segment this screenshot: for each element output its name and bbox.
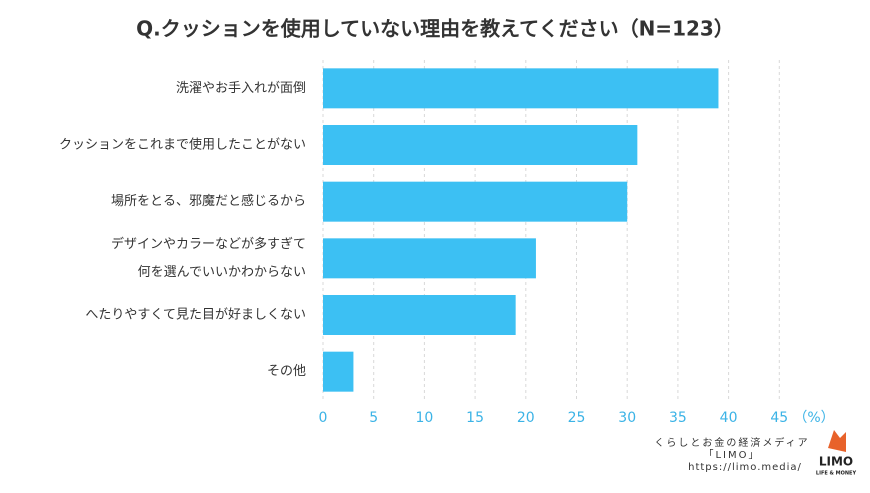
bar bbox=[323, 68, 719, 109]
x-tick-label: 30 bbox=[618, 410, 636, 426]
chart-title: Q.クッションを使用していない理由を教えてください（N=123） bbox=[136, 17, 734, 41]
x-tick-label: 5 bbox=[369, 410, 378, 426]
logo-sub: LIFE & MONEY bbox=[816, 471, 857, 477]
bar bbox=[323, 125, 638, 165]
logo: LIMO bbox=[819, 455, 853, 469]
y-tick-label: へたりやすくて見た目が好ましくない bbox=[85, 308, 306, 323]
x-tick-label: 40 bbox=[720, 410, 738, 426]
x-tick-label: 45 bbox=[770, 410, 788, 426]
bar bbox=[323, 181, 628, 222]
x-tick-label: 25 bbox=[568, 410, 586, 426]
brand-url: https://limo.media/ bbox=[688, 462, 802, 473]
x-tick-label: 20 bbox=[517, 410, 535, 426]
bar bbox=[323, 351, 354, 392]
logo-icon bbox=[828, 430, 846, 452]
y-tick-label: 場所をとる、邪魔だと感じるから bbox=[111, 193, 306, 209]
y-tick-label: クッションをこれまで使用したことがない bbox=[59, 137, 306, 153]
x-tick-label: 0 bbox=[319, 410, 328, 426]
y-tick-label: デザインやカラーなどが多すぎて bbox=[111, 236, 306, 252]
x-tick-label: 10 bbox=[415, 410, 433, 426]
y-tick-label: その他 bbox=[267, 364, 306, 379]
y-tick-label: 何を選んでいいかわからない bbox=[138, 264, 306, 280]
brand-name: 「LIMO」 bbox=[703, 449, 760, 461]
x-tick-label: 15 bbox=[466, 410, 484, 426]
bar bbox=[323, 238, 536, 279]
y-tick-label: 洗濯やお手入れが面倒 bbox=[176, 81, 306, 96]
brand-tagline: くらしとお金の経済メディア bbox=[654, 436, 809, 449]
bar bbox=[323, 295, 516, 335]
x-unit: （%） bbox=[793, 410, 834, 426]
x-tick-label: 35 bbox=[669, 410, 687, 426]
